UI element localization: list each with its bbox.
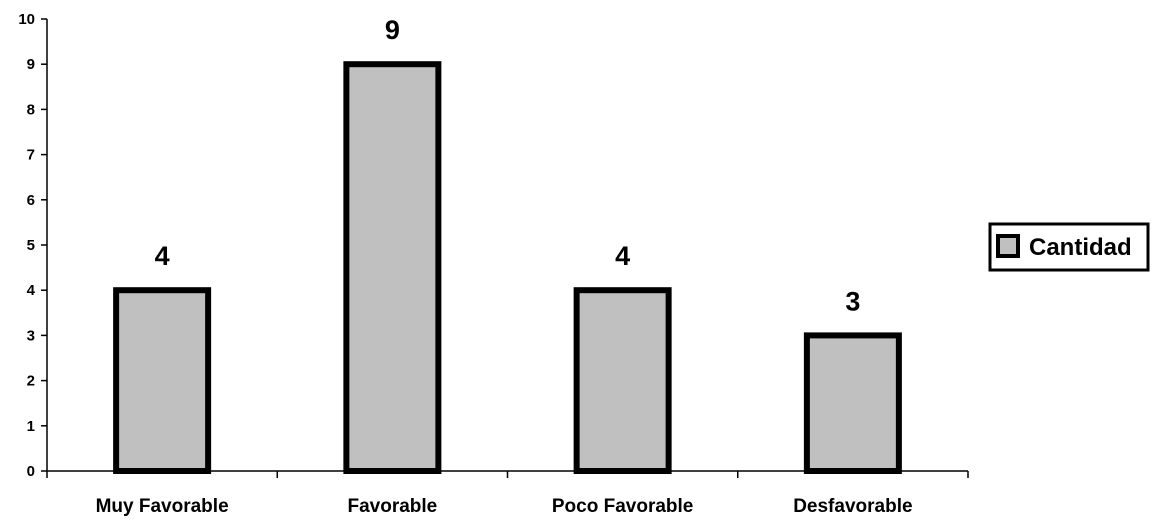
y-tick-label: 6 — [27, 192, 35, 209]
bar — [803, 332, 902, 474]
legend-swatch — [996, 234, 1020, 258]
bar — [343, 61, 442, 474]
y-tick-label: 7 — [27, 147, 35, 164]
data-labels: 4 9 4 3 — [155, 15, 861, 316]
y-tick-label: 10 — [18, 11, 35, 28]
y-tick-label: 8 — [27, 101, 35, 118]
y-tick-label: 2 — [27, 373, 35, 390]
bar — [113, 287, 212, 475]
x-axis: Muy Favorable Favorable Poco Favorable Desf… — [46, 470, 969, 517]
y-tick-label: 4 — [27, 282, 36, 299]
x-category-label: Desfavorable — [793, 496, 912, 517]
legend-label: Cantidad — [1029, 234, 1132, 261]
y-tick-label: 1 — [27, 418, 35, 435]
y-tick-label: 5 — [27, 237, 35, 254]
x-category-label: Favorable — [347, 496, 437, 517]
data-label: 4 — [155, 241, 170, 271]
data-label: 4 — [615, 241, 630, 271]
bar — [573, 287, 672, 475]
y-tick-label: 0 — [27, 463, 35, 480]
y-tick-label: 9 — [27, 56, 35, 73]
y-tick-label: 3 — [27, 327, 35, 344]
legend-frame — [988, 222, 1150, 272]
legend: Cantidad — [988, 222, 1150, 272]
x-category-label: Poco Favorable — [552, 496, 694, 517]
bars — [113, 61, 902, 475]
data-label: 3 — [845, 286, 860, 316]
data-label: 9 — [385, 15, 400, 45]
x-category-label: Muy Favorable — [96, 496, 229, 517]
y-axis: 0 1 2 3 4 5 6 7 8 9 10 — [18, 11, 48, 480]
